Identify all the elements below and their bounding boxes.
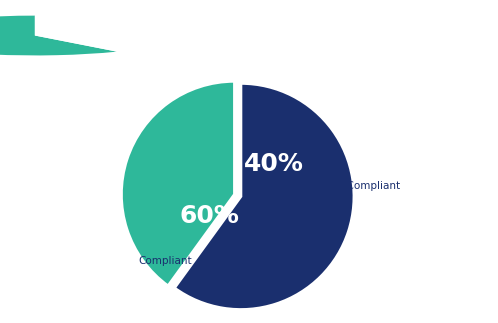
Text: Compliance Numbers (All Properties): Compliance Numbers (All Properties)	[80, 26, 455, 45]
Text: Compliant: Compliant	[138, 252, 192, 266]
Wedge shape	[35, 16, 174, 52]
Wedge shape	[122, 81, 235, 286]
Text: 40%: 40%	[244, 152, 304, 176]
Wedge shape	[174, 83, 354, 309]
Wedge shape	[0, 16, 117, 56]
Text: Non-Compliant: Non-Compliant	[311, 182, 400, 191]
Text: 60%: 60%	[179, 204, 240, 228]
